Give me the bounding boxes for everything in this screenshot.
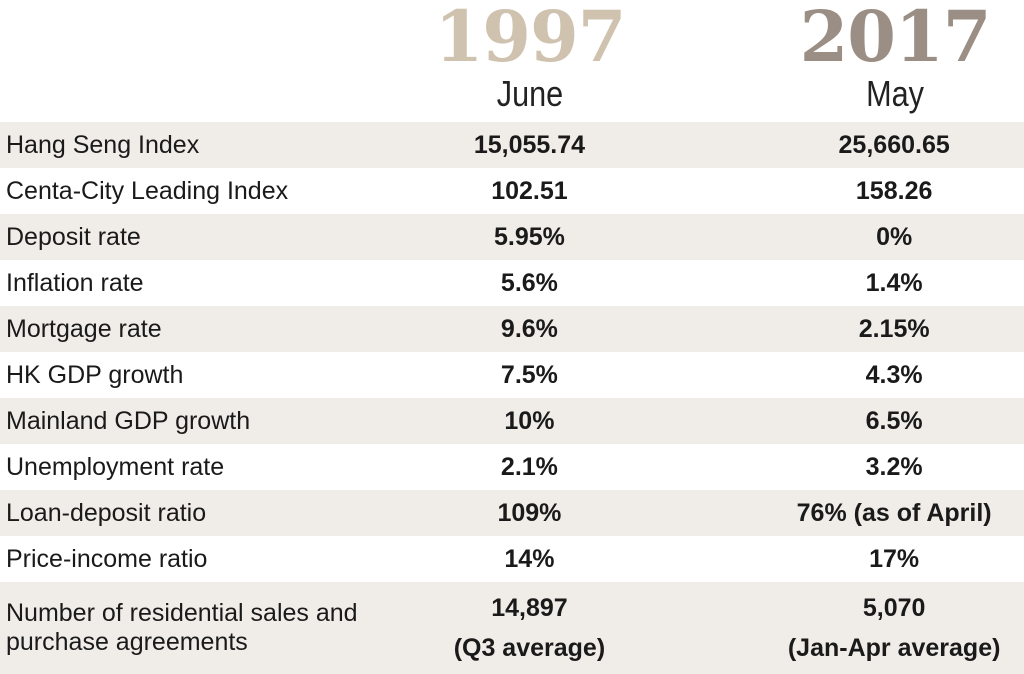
comparison-table: Hang Seng Index 15,055.74 25,660.65 Centa… <box>0 122 1024 674</box>
row-label-line: purchase agreements <box>6 628 248 656</box>
value-2017: 5,070 (Jan-Apr average) <box>764 588 1024 668</box>
month-may: May <box>866 73 924 114</box>
value-1997: 2.1% <box>500 453 558 481</box>
value-line: 5,070 <box>862 594 926 622</box>
row-label: Mortgage rate <box>6 314 162 343</box>
value-2017: 76% (as of April) <box>796 499 992 527</box>
row-label: Loan-deposit ratio <box>6 498 207 527</box>
value-2017: 17% <box>869 545 920 573</box>
value-2017: 1.4% <box>865 269 923 297</box>
column-header-1997: 1997 June <box>400 0 660 122</box>
table-row: Number of residential sales and purchase … <box>0 582 1024 674</box>
table-row: Mortgage rate 9.6% 2.15% <box>0 306 1024 352</box>
value-1997: 5.95% <box>493 223 565 251</box>
row-label: HK GDP growth <box>6 360 184 389</box>
value-2017: 158.26 <box>855 177 933 205</box>
row-label: Number of residential sales and purchase … <box>0 599 400 657</box>
value-1997: 14,897 (Q3 average) <box>400 588 660 668</box>
value-1997: 15,055.74 <box>473 131 586 159</box>
row-label: Deposit rate <box>6 222 141 251</box>
row-label-line: Number of residential sales and <box>6 599 358 627</box>
value-2017: 25,660.65 <box>838 131 950 159</box>
table-row: Centa-City Leading Index 102.51 158.26 <box>0 168 1024 214</box>
row-label: Unemployment rate <box>6 452 225 481</box>
row-label: Price-income ratio <box>6 544 208 573</box>
value-1997: 109% <box>497 499 562 527</box>
table-row: Inflation rate 5.6% 1.4% <box>0 260 1024 306</box>
year-2017: 2017 <box>799 0 992 78</box>
value-1997: 102.51 <box>491 177 568 205</box>
row-label: Inflation rate <box>6 268 144 297</box>
value-1997: 9.6% <box>500 315 558 343</box>
table-row: HK GDP growth 7.5% 4.3% <box>0 352 1024 398</box>
row-label: Mainland GDP growth <box>6 406 251 435</box>
value-1997: 10% <box>504 407 555 435</box>
value-2017: 3.2% <box>865 453 923 481</box>
table-row: Loan-deposit ratio 109% 76% (as of April… <box>0 490 1024 536</box>
value-line: (Jan-Apr average) <box>787 634 1001 662</box>
table-row: Price-income ratio 14% 17% <box>0 536 1024 582</box>
value-line: 14,897 <box>491 594 568 622</box>
column-header-2017: 2017 May <box>765 0 1024 122</box>
year-1997: 1997 <box>434 0 627 78</box>
row-label: Centa-City Leading Index <box>6 176 289 205</box>
value-1997: 5.6% <box>500 269 558 297</box>
table-row: Mainland GDP growth 10% 6.5% <box>0 398 1024 444</box>
value-2017: 0% <box>876 223 913 251</box>
month-june: June <box>496 73 564 114</box>
value-line: (Q3 average) <box>453 634 606 662</box>
table-row: Unemployment rate 2.1% 3.2% <box>0 444 1024 490</box>
value-2017: 4.3% <box>865 361 923 389</box>
value-1997: 14% <box>504 545 555 573</box>
table-row: Deposit rate 5.95% 0% <box>0 214 1024 260</box>
value-2017: 6.5% <box>865 407 923 435</box>
value-1997: 7.5% <box>500 361 558 389</box>
value-2017: 2.15% <box>858 315 930 343</box>
row-label: Hang Seng Index <box>6 130 200 159</box>
table-row: Hang Seng Index 15,055.74 25,660.65 <box>0 122 1024 168</box>
